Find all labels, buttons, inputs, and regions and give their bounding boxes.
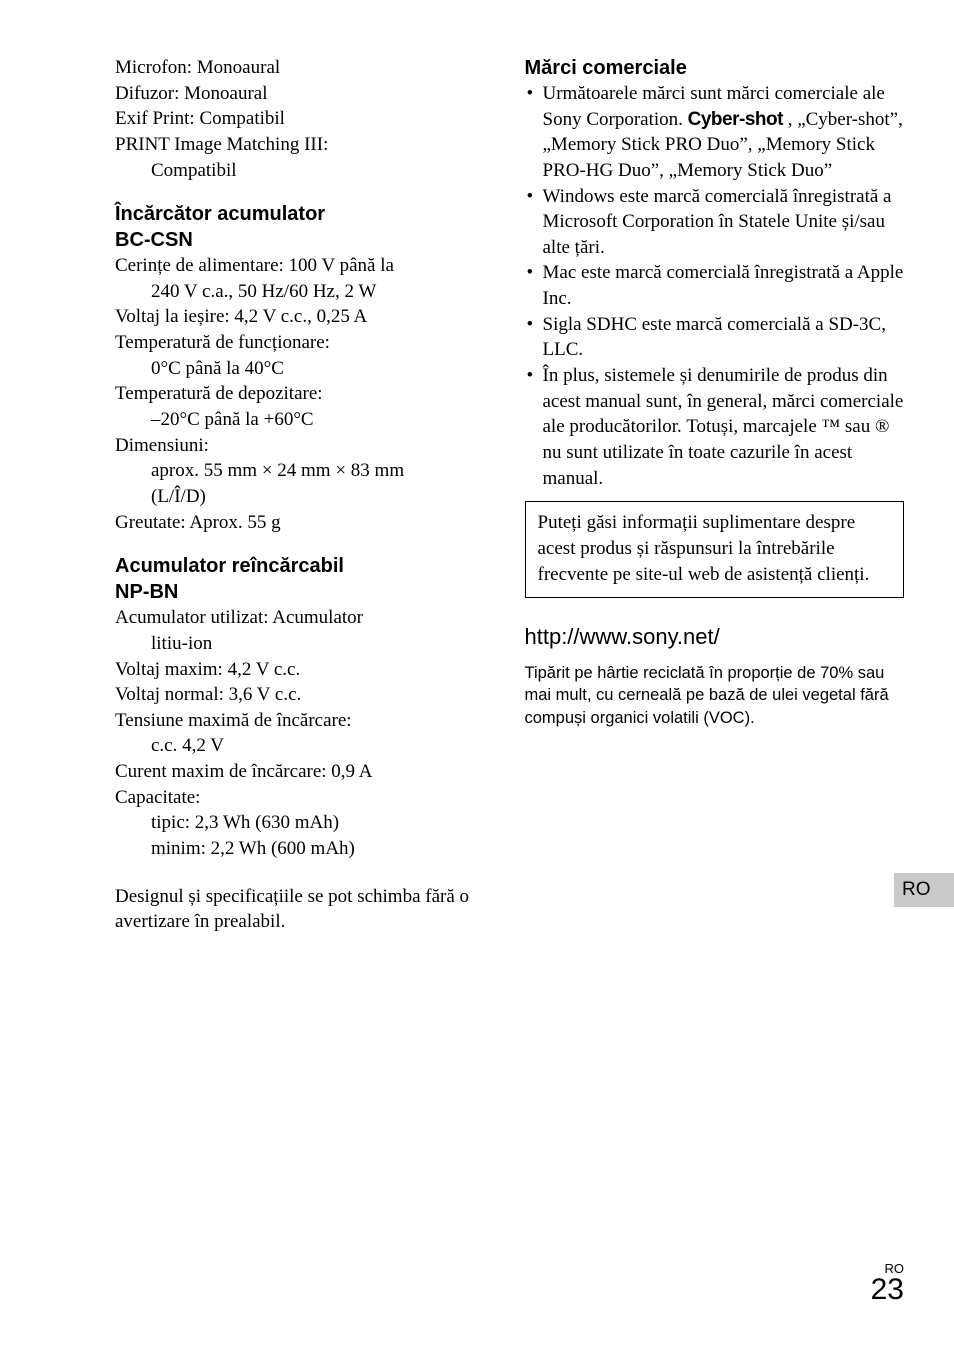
battery-spec-line: tipic: 2,3 Wh (630 mAh) bbox=[115, 810, 495, 836]
trademark-bullet: Mac este marcă comercială înregistrată a… bbox=[525, 260, 905, 311]
battery-heading-line1: Acumulator reîncărcabil bbox=[115, 553, 495, 579]
battery-spec-line: Voltaj normal: 3,6 V c.c. bbox=[115, 682, 495, 708]
print-note: Tipărit pe hârtie reciclată în proporție… bbox=[525, 662, 905, 729]
charger-spec-line: (L/Î/D) bbox=[115, 484, 495, 510]
top-spec-line: PRINT Image Matching III: bbox=[115, 132, 495, 158]
charger-spec-line: Temperatură de funcționare: bbox=[115, 330, 495, 356]
battery-spec-line: Capacitate: bbox=[115, 785, 495, 811]
top-spec-line: Exif Print: Compatibil bbox=[115, 106, 495, 132]
charger-spec-line: Temperatură de depozitare: bbox=[115, 381, 495, 407]
left-column: Microfon: MonoauralDifuzor: MonoauralExi… bbox=[115, 55, 495, 935]
page-number-block: RO 23 bbox=[871, 1262, 904, 1305]
charger-spec-line: Greutate: Aprox. 55 g bbox=[115, 510, 495, 536]
battery-spec-line: litiu-ion bbox=[115, 631, 495, 657]
trademark-bullet: Sigla SDHC este marcă comercială a SD-3C… bbox=[525, 312, 905, 363]
charger-spec-line: –20°C până la +60°C bbox=[115, 407, 495, 433]
cybershot-logo: Cyber-shot bbox=[688, 109, 783, 130]
trademark-bullet: Următoarele mărci sunt mărci comerciale … bbox=[525, 81, 905, 184]
charger-heading-line1: Încărcător acumulator bbox=[115, 201, 495, 227]
right-column: Mărci comerciale Următoarele mărci sunt … bbox=[525, 55, 905, 935]
battery-spec-line: Voltaj maxim: 4,2 V c.c. bbox=[115, 657, 495, 683]
trademarks-list: Următoarele mărci sunt mărci comerciale … bbox=[525, 81, 905, 491]
charger-heading-line2: BC-CSN bbox=[115, 227, 495, 253]
battery-specs-block: Acumulator utilizat: Acumulatorlitiu-ion… bbox=[115, 605, 495, 861]
trademark-bullet: În plus, sistemele și denumirile de prod… bbox=[525, 363, 905, 491]
trademarks-heading: Mărci comerciale bbox=[525, 55, 905, 81]
page-number: 23 bbox=[871, 1275, 904, 1305]
battery-spec-line: Tensiune maximă de încărcare: bbox=[115, 708, 495, 734]
language-tab: RO bbox=[894, 873, 954, 907]
charger-specs-block: Cerințe de alimentare: 100 V până la240 … bbox=[115, 253, 495, 535]
charger-spec-line: Dimensiuni: bbox=[115, 433, 495, 459]
battery-spec-line: Acumulator utilizat: Acumulator bbox=[115, 605, 495, 631]
top-spec-line: Compatibil bbox=[115, 158, 495, 184]
support-info-box: Puteți găsi informații suplimentare desp… bbox=[525, 501, 905, 598]
charger-spec-line: 240 V c.a., 50 Hz/60 Hz, 2 W bbox=[115, 279, 495, 305]
charger-spec-line: aprox. 55 mm × 24 mm × 83 mm bbox=[115, 458, 495, 484]
top-specs-block: Microfon: MonoauralDifuzor: MonoauralExi… bbox=[115, 55, 495, 183]
battery-spec-line: c.c. 4,2 V bbox=[115, 733, 495, 759]
battery-heading-line2: NP-BN bbox=[115, 579, 495, 605]
design-note: Designul și specificațiile se pot schimb… bbox=[115, 884, 495, 935]
charger-spec-line: Cerințe de alimentare: 100 V până la bbox=[115, 253, 495, 279]
charger-spec-line: 0°C până la 40°C bbox=[115, 356, 495, 382]
charger-spec-line: Voltaj la ieșire: 4,2 V c.c., 0,25 A bbox=[115, 304, 495, 330]
top-spec-line: Microfon: Monoaural bbox=[115, 55, 495, 81]
support-url: http://www.sony.net/ bbox=[525, 624, 905, 650]
top-spec-line: Difuzor: Monoaural bbox=[115, 81, 495, 107]
trademark-bullet: Windows este marcă comercială înregistra… bbox=[525, 184, 905, 261]
battery-spec-line: Curent maxim de încărcare: 0,9 A bbox=[115, 759, 495, 785]
battery-spec-line: minim: 2,2 Wh (600 mAh) bbox=[115, 836, 495, 862]
